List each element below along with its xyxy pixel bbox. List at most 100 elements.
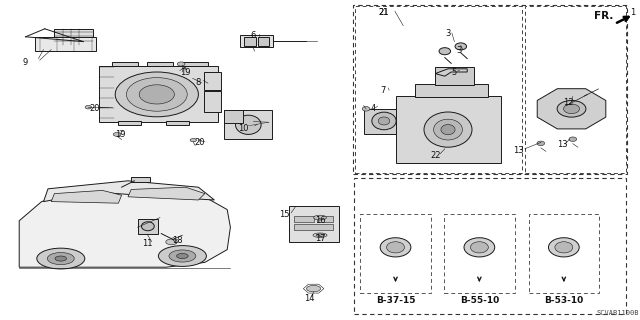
- Bar: [147, 62, 173, 66]
- Ellipse shape: [434, 119, 463, 140]
- Ellipse shape: [307, 285, 321, 292]
- Bar: [355, 6, 522, 173]
- Text: B-53-10: B-53-10: [544, 296, 584, 305]
- Bar: [166, 121, 189, 125]
- Ellipse shape: [85, 106, 92, 109]
- Text: 14: 14: [305, 294, 315, 303]
- Text: 13: 13: [557, 140, 567, 149]
- Bar: [99, 66, 218, 122]
- Bar: [364, 109, 401, 134]
- Ellipse shape: [169, 250, 196, 262]
- Text: 15: 15: [280, 210, 290, 219]
- Bar: [131, 177, 150, 182]
- Text: 19: 19: [180, 68, 191, 76]
- Ellipse shape: [140, 85, 174, 104]
- Polygon shape: [435, 69, 467, 76]
- Ellipse shape: [316, 234, 324, 236]
- Ellipse shape: [166, 239, 177, 245]
- Text: SCVAB1100B: SCVAB1100B: [596, 310, 639, 316]
- Bar: [224, 110, 272, 139]
- Ellipse shape: [313, 233, 327, 237]
- Bar: [396, 96, 501, 163]
- Ellipse shape: [55, 256, 67, 261]
- Bar: [289, 206, 339, 242]
- Polygon shape: [128, 187, 205, 200]
- Bar: [54, 29, 93, 45]
- Ellipse shape: [362, 107, 370, 111]
- Text: 6: 6: [250, 31, 255, 40]
- Text: 1: 1: [630, 8, 636, 17]
- Text: 5: 5: [452, 68, 457, 76]
- Bar: [204, 72, 221, 90]
- Bar: [294, 224, 333, 230]
- Ellipse shape: [236, 115, 261, 134]
- Bar: [317, 216, 333, 222]
- Bar: [118, 121, 141, 125]
- Text: 22: 22: [430, 151, 440, 160]
- Ellipse shape: [441, 124, 455, 135]
- Ellipse shape: [555, 242, 573, 253]
- Ellipse shape: [177, 253, 188, 259]
- Ellipse shape: [380, 238, 411, 257]
- Bar: [360, 214, 431, 293]
- Bar: [204, 91, 221, 112]
- Text: 20: 20: [195, 138, 205, 147]
- Bar: [224, 110, 243, 123]
- Ellipse shape: [455, 43, 467, 50]
- Ellipse shape: [548, 238, 579, 257]
- Bar: [182, 62, 208, 66]
- Ellipse shape: [127, 78, 188, 111]
- Ellipse shape: [47, 252, 74, 265]
- Ellipse shape: [378, 117, 390, 125]
- Text: 20: 20: [90, 104, 100, 113]
- Text: B-55-10: B-55-10: [460, 296, 499, 305]
- Text: 12: 12: [563, 98, 573, 107]
- Text: 8: 8: [196, 78, 201, 87]
- Ellipse shape: [314, 215, 326, 220]
- Bar: [35, 37, 96, 51]
- Ellipse shape: [115, 72, 198, 117]
- Ellipse shape: [564, 104, 580, 114]
- Bar: [525, 6, 626, 173]
- Text: 16: 16: [315, 216, 325, 225]
- Ellipse shape: [372, 112, 396, 130]
- Ellipse shape: [439, 48, 451, 55]
- Polygon shape: [19, 187, 230, 267]
- Ellipse shape: [557, 100, 586, 117]
- Text: 17: 17: [315, 234, 325, 243]
- Text: 4: 4: [371, 104, 376, 113]
- Bar: [353, 5, 627, 174]
- Text: 7: 7: [380, 86, 385, 95]
- Ellipse shape: [464, 238, 495, 257]
- Bar: [138, 219, 158, 234]
- Ellipse shape: [569, 137, 577, 141]
- Bar: [435, 67, 474, 85]
- Ellipse shape: [141, 222, 154, 231]
- Text: 13: 13: [513, 146, 524, 155]
- Text: B-37-15: B-37-15: [376, 296, 415, 305]
- Ellipse shape: [36, 248, 85, 269]
- Bar: [240, 35, 273, 47]
- Polygon shape: [537, 89, 606, 129]
- Bar: [112, 62, 138, 66]
- Text: 9: 9: [23, 58, 28, 67]
- Ellipse shape: [387, 242, 404, 253]
- Ellipse shape: [470, 242, 488, 253]
- Bar: [415, 84, 488, 97]
- Polygon shape: [44, 181, 214, 202]
- Bar: [354, 178, 626, 314]
- Bar: [294, 216, 314, 222]
- Bar: [444, 214, 515, 293]
- Text: 11: 11: [142, 239, 152, 248]
- Text: 21: 21: [379, 8, 389, 17]
- Bar: [244, 37, 256, 46]
- Text: 18: 18: [172, 236, 182, 245]
- Ellipse shape: [158, 246, 206, 266]
- Ellipse shape: [537, 141, 545, 146]
- Text: 3: 3: [445, 29, 451, 38]
- Text: 19: 19: [115, 130, 125, 139]
- Ellipse shape: [113, 132, 121, 136]
- Bar: [258, 37, 269, 46]
- Polygon shape: [51, 190, 122, 203]
- Ellipse shape: [177, 62, 185, 66]
